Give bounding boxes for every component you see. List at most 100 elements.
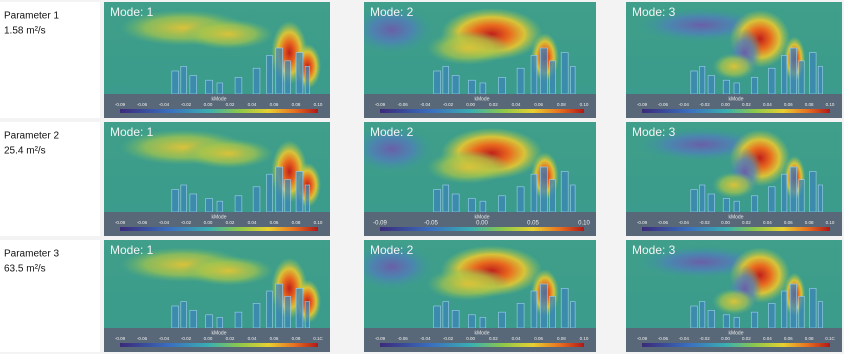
colorbar-tick-label: -0.06	[658, 102, 669, 107]
building	[517, 68, 524, 94]
building	[540, 48, 547, 94]
building	[276, 48, 283, 94]
colorbar-tick-label: 0.1C	[313, 336, 323, 341]
colorbar-tick-label: -0.06	[398, 336, 409, 341]
colorbar-tick-label: -0.02	[443, 102, 454, 107]
colorbar-title: kMode	[474, 330, 489, 336]
colorbar-tick-label: 0.06	[534, 102, 543, 107]
building	[799, 180, 804, 212]
building	[708, 76, 714, 94]
building	[206, 80, 213, 94]
mode-title: Mode: 1	[110, 243, 154, 257]
colorbar-tick-label: -0.02	[700, 336, 711, 341]
building	[751, 312, 757, 328]
building	[561, 53, 568, 94]
building	[217, 201, 223, 212]
building	[540, 284, 547, 328]
colorbar-tick-label: 0.10	[314, 220, 323, 225]
colorbar-title: kMode	[211, 214, 226, 220]
colorbar-tick-label: 0.08	[557, 336, 566, 341]
building	[769, 68, 775, 94]
colorbar-tick-label: 0.10	[826, 102, 835, 107]
colorbar-tick-label: 0.04	[763, 336, 772, 341]
building	[253, 187, 260, 212]
mode-title: Mode: 2	[370, 243, 414, 257]
building	[723, 199, 729, 213]
colorbar-tick-label: 0.10	[580, 102, 589, 107]
colorbar-tick-label: 0.02	[226, 336, 235, 341]
building	[181, 66, 187, 94]
building	[570, 66, 575, 94]
colorbar-tick-label: 0.02	[742, 102, 751, 107]
colorbar	[120, 227, 318, 231]
colorbar	[120, 109, 318, 113]
colorbar-tick-label: 0.06	[270, 102, 279, 107]
colorbar	[120, 343, 318, 347]
building	[799, 61, 804, 94]
colorbar-tick-label: -0.05	[424, 221, 438, 227]
building	[790, 167, 796, 212]
flow-blob	[183, 139, 273, 169]
building	[305, 66, 310, 94]
building	[561, 172, 568, 213]
building	[296, 53, 303, 94]
building	[769, 303, 775, 328]
colorbar-tick-label: 0.10	[578, 221, 590, 227]
building	[276, 284, 283, 328]
building	[206, 315, 213, 328]
colorbar-tick-label: 0.04	[512, 336, 521, 341]
colorbar-tick-label: 0.00	[204, 102, 213, 107]
colorbar-tick-label: -0.09	[637, 220, 648, 225]
building	[190, 310, 197, 328]
colorbar-tick-label: -0.06	[398, 102, 409, 107]
colorbar-tick-label: 0.08	[805, 102, 814, 107]
building	[734, 83, 739, 94]
building	[468, 199, 475, 213]
building	[531, 174, 537, 212]
colorbar-tick-label: -0.04	[420, 336, 431, 341]
building	[499, 77, 506, 94]
mode-title: Mode: 1	[110, 125, 154, 139]
colorbar-tick-label: -0.06	[137, 102, 148, 107]
building	[443, 302, 449, 328]
flow-blob	[712, 172, 755, 198]
colorbar-tick-label: 0.1C	[825, 336, 835, 341]
colorbar-tick-label: 0.06	[534, 336, 543, 341]
colorbar-tick-label: -0.06	[137, 220, 148, 225]
colorbar-tick-label: 0.08	[805, 220, 814, 225]
colorbar-tick-label: -0.02	[700, 220, 711, 225]
mode-title: Mode: 3	[632, 243, 676, 257]
colorbar-tick-label: -0.02	[181, 336, 192, 341]
building	[708, 310, 714, 328]
building	[734, 317, 739, 328]
colorbar-tick-label: 0.00	[204, 220, 213, 225]
building	[540, 167, 547, 212]
colorbar-tick-label: -0.09	[637, 102, 648, 107]
building	[810, 172, 816, 213]
colorbar-tick-label: 0.08	[292, 102, 301, 107]
colorbar	[642, 343, 830, 347]
colorbar-tick-label: -0.09	[115, 336, 126, 341]
building	[782, 55, 787, 94]
colorbar-tick-label: -0.02	[181, 102, 192, 107]
colorbar	[642, 109, 830, 113]
row-value: 25.4 m²/s	[4, 146, 46, 157]
colorbar-tick-label: 0.10	[314, 102, 323, 107]
colorbar-tick-label: 0.08	[292, 336, 301, 341]
colorbar-tick-label: -0.09	[115, 220, 126, 225]
building	[751, 196, 757, 212]
building	[267, 55, 273, 94]
panel: Mode: 2kMode-0.09-0.06-0.04-0.020.000.02…	[350, 2, 596, 118]
mode-title: Mode: 2	[370, 5, 414, 19]
flow-blob	[712, 53, 755, 80]
building	[782, 174, 787, 212]
colorbar-tick-label: -0.04	[159, 220, 170, 225]
building	[691, 71, 697, 94]
building	[691, 190, 697, 213]
building	[452, 76, 459, 94]
building	[699, 302, 704, 328]
building	[531, 291, 537, 328]
colorbar-tick-label: -0.04	[159, 102, 170, 107]
colorbar-title: kMode	[211, 96, 226, 102]
